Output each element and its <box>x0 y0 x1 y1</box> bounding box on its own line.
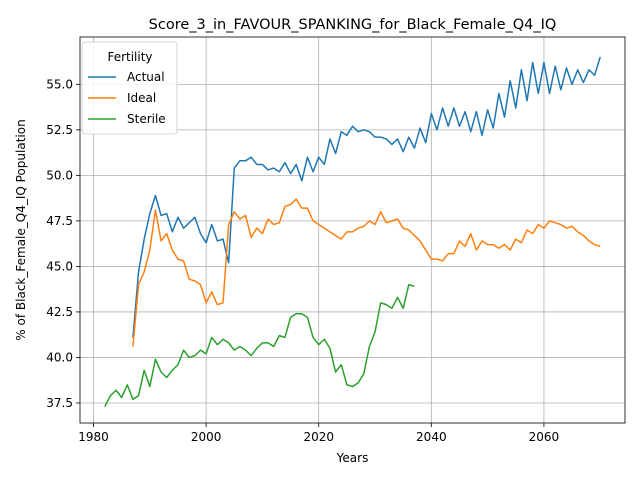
y-tick-label: 50.0 <box>46 168 73 182</box>
legend-title: Fertility <box>107 50 152 64</box>
y-tick-label: 52.5 <box>46 123 73 137</box>
x-tick-label: 2020 <box>303 430 334 444</box>
chart-title: Score_3_in_FAVOUR_SPANKING_for_Black_Fem… <box>149 17 557 33</box>
legend-label-actual: Actual <box>127 70 165 84</box>
legend: Fertility Actual Ideal Sterile <box>81 41 178 135</box>
legend-box <box>81 41 178 135</box>
y-tick-label: 40.0 <box>46 350 73 364</box>
plot-frame <box>79 36 626 424</box>
y-tick-label: 37.5 <box>46 396 73 410</box>
series-line-sterile <box>104 283 415 407</box>
legend-label-sterile: Sterile <box>127 112 166 126</box>
x-tick-label: 2000 <box>191 430 222 444</box>
x-axis-label: Years <box>336 451 369 465</box>
grid-lines <box>80 37 625 423</box>
x-tick-label: 2040 <box>416 430 447 444</box>
x-tick-label: 2060 <box>529 430 560 444</box>
series-line-ideal <box>132 198 601 347</box>
x-tick-label: 1980 <box>78 430 109 444</box>
series-line-actual <box>132 56 601 338</box>
y-axis-label: % of Black_Female_Q4_IQ Population <box>14 119 28 340</box>
y-axis-ticks: 37.5 40.0 42.5 45.0 47.5 50.0 52.5 55.0 <box>46 77 80 410</box>
y-tick-label: 42.5 <box>46 305 73 319</box>
y-tick-label: 45.0 <box>46 259 73 273</box>
y-tick-label: 55.0 <box>46 77 73 91</box>
x-axis-ticks: 1980 2000 2020 2040 2060 <box>78 423 559 444</box>
series-layer <box>104 56 601 407</box>
y-tick-label: 47.5 <box>46 214 73 228</box>
legend-label-ideal: Ideal <box>127 91 156 105</box>
